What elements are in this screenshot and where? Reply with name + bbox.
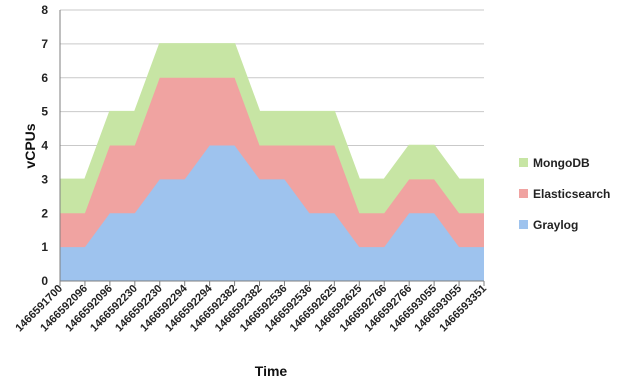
area-edge-mongodb (60, 43, 484, 181)
y-tick-label: 5 (41, 105, 48, 119)
legend-label-elasticsearch: Elasticsearch (533, 187, 610, 201)
legend-swatch-mongodb (519, 158, 528, 167)
axes (59, 10, 485, 286)
legend-swatch-elasticsearch (519, 189, 528, 198)
legend-label-mongodb: MongoDB (533, 156, 590, 170)
y-tick-label: 4 (41, 139, 48, 153)
legend-swatch-graylog (519, 220, 528, 229)
area-mongodb (60, 43, 484, 214)
area-graylog (60, 145, 484, 281)
y-tick-label: 1 (41, 240, 48, 254)
area-elasticsearch (60, 77, 484, 248)
legend: MongoDB Elasticsearch Graylog (519, 156, 610, 232)
x-axis-title: Time (255, 363, 288, 379)
y-tick-label: 8 (41, 3, 48, 17)
legend-label-graylog: Graylog (533, 218, 578, 232)
y-tick-label: 3 (41, 172, 48, 186)
x-tick-labels: 1466591700146659209614665920961466592230… (13, 282, 489, 334)
y-tick-labels: 0 1 2 3 4 5 6 7 8 (41, 3, 48, 288)
y-tick-label: 2 (41, 206, 48, 220)
y-tick-label: 7 (41, 37, 48, 51)
area-series (60, 43, 484, 281)
y-tick-label: 0 (41, 274, 48, 288)
y-axis-title: vCPUs (22, 123, 38, 168)
y-tick-label: 6 (41, 71, 48, 85)
